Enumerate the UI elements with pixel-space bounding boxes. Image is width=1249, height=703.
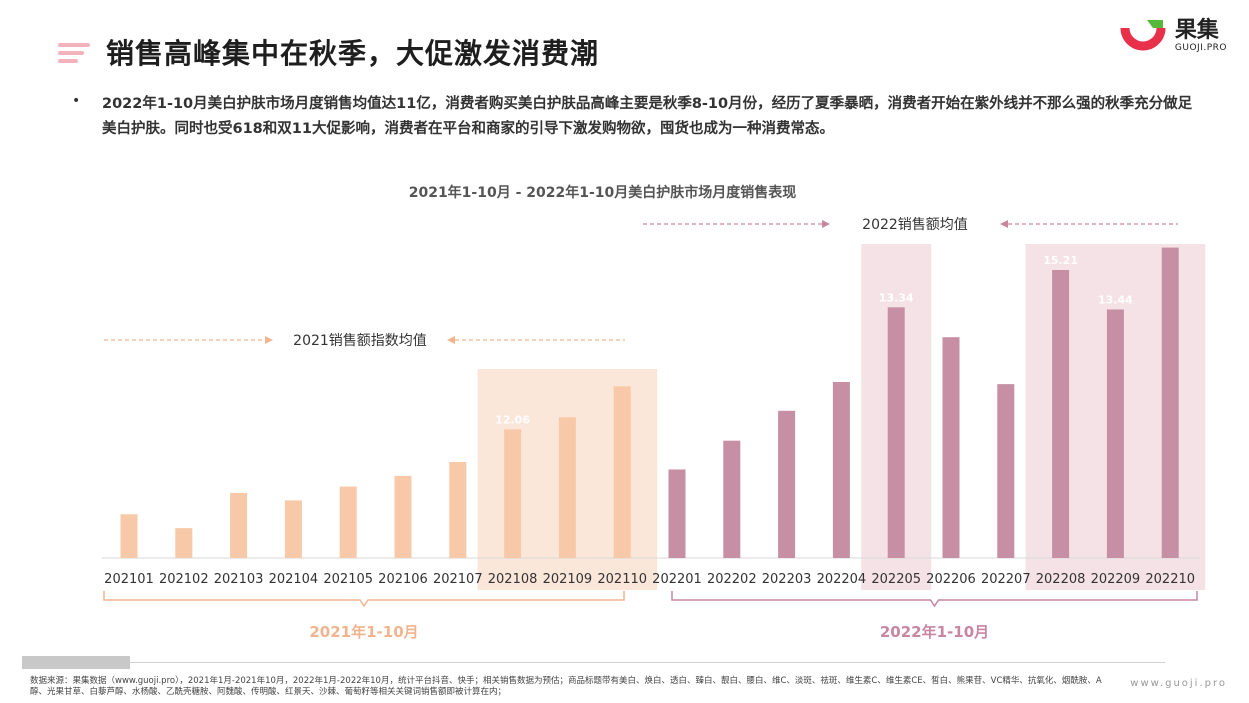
avg-2022-label: 2022销售额均值	[862, 217, 968, 233]
group-2021-brace	[103, 591, 625, 608]
bar-202101	[120, 514, 138, 558]
avg-2021-arrow-left	[447, 336, 455, 344]
brand-logo: 果集 GUOJI.PRO	[1119, 16, 1227, 56]
menu-lines-icon	[58, 41, 90, 63]
x-tick-label: 202203	[762, 572, 812, 587]
bar-202204	[832, 382, 850, 558]
bar-202110	[613, 386, 631, 558]
page-header: 销售高峰集中在秋季，大促激发消费潮	[58, 30, 599, 74]
bar-202105	[339, 486, 357, 558]
bullet-dot: •	[72, 93, 81, 109]
bar-202103	[230, 492, 248, 558]
avg-2022-arrow-right	[822, 220, 830, 228]
bar-202208	[1052, 270, 1070, 558]
x-tick-label: 202202	[707, 572, 757, 587]
group-2022-brace	[671, 591, 1198, 608]
x-tick-label: 202210	[1145, 572, 1195, 587]
x-tick-label: 202110	[597, 572, 647, 587]
source-footnote: 数据来源：果集数据（www.guoji.pro），2021年1月-2021年10…	[30, 676, 1102, 697]
bar-202202	[723, 440, 741, 558]
footer-thumb	[22, 656, 130, 669]
site-url: www.guoji.pro	[1130, 678, 1227, 689]
x-tick-label: 202201	[652, 572, 702, 587]
summary-text: 2022年1-10月美白护肤市场月度销售均值达11亿，消费者购买美白护肤品高峰主…	[102, 96, 1193, 137]
logo-name-cn: 果集	[1174, 18, 1219, 43]
x-tick-label: 202209	[1091, 572, 1141, 587]
bar-202106	[394, 475, 412, 558]
x-tick-label: 202104	[269, 572, 319, 587]
page-title: 销售高峰集中在秋季，大促激发消费潮	[106, 37, 600, 70]
bar-202206	[942, 337, 960, 558]
bar-202205	[887, 307, 905, 558]
summary-bullet: • 2022年1-10月美白护肤市场月度销售均值达11亿，消费者购买美白护肤品高…	[72, 92, 1202, 142]
avg-2021-label: 2021销售额指数均值	[293, 333, 427, 349]
bar-202207	[997, 384, 1015, 558]
data-label: 13.44	[1098, 293, 1133, 306]
chart-title: 2021年1-10月 - 2022年1-10月美白护肤市场月度销售表现	[408, 185, 797, 201]
x-tick-label: 202206	[926, 572, 976, 587]
x-tick-label: 202107	[433, 572, 483, 587]
avg-2022-arrow-left	[1000, 220, 1008, 228]
bar-202108	[504, 429, 522, 558]
bar-202210	[1161, 247, 1179, 558]
bar-202104	[284, 500, 302, 558]
footer-progress	[22, 656, 1165, 669]
x-tick-label: 202109	[543, 572, 593, 587]
x-tick-label: 202105	[323, 572, 373, 587]
bar-202209	[1106, 309, 1124, 558]
data-label: 15.21	[1043, 254, 1078, 267]
data-label: 16.27	[1153, 232, 1188, 245]
bar-202109	[558, 417, 576, 558]
x-tick-label: 202204	[817, 572, 867, 587]
x-tick-label: 202106	[378, 572, 428, 587]
x-tick-label: 202207	[981, 572, 1031, 587]
data-label: 12.06	[495, 413, 530, 426]
x-tick-label: 202101	[104, 572, 154, 587]
x-tick-label: 202102	[159, 572, 209, 587]
x-tick-label: 202108	[488, 572, 538, 587]
guoji-logo-icon	[1120, 20, 1166, 51]
bar-202107	[449, 462, 467, 558]
bar-202201	[668, 469, 686, 558]
bar-202102	[175, 528, 193, 558]
x-tick-label: 202208	[1036, 572, 1086, 587]
data-label: 13.34	[879, 291, 914, 304]
logo-name-en: GUOJI.PRO	[1174, 43, 1227, 53]
x-tick-label: 202103	[214, 572, 264, 587]
bar-202203	[778, 410, 796, 558]
x-tick-label: 202205	[871, 572, 921, 587]
group-2022-label: 2022年1-10月	[880, 623, 989, 641]
group-2021-label: 2021年1-10月	[309, 623, 418, 641]
footer-line	[22, 662, 1165, 663]
avg-2021-arrow-right	[265, 336, 273, 344]
